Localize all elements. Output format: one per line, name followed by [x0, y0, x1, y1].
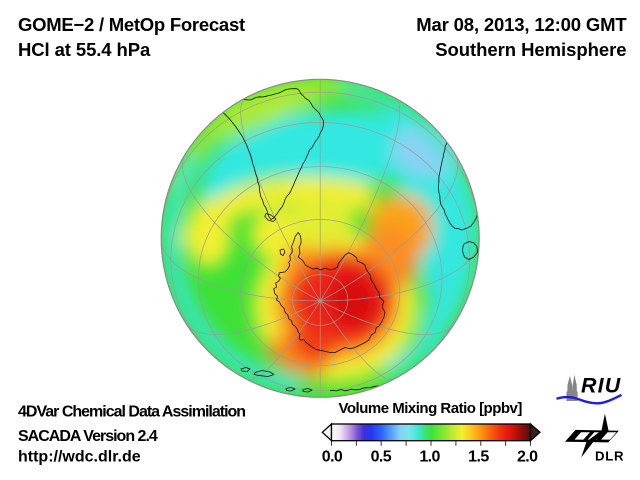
- svg-text:0.0: 0.0: [322, 449, 343, 466]
- svg-text:Mar 08, 2013, 12:00 GMT: Mar 08, 2013, 12:00 GMT: [416, 14, 627, 35]
- svg-text:Southern Hemisphere: Southern Hemisphere: [435, 39, 626, 60]
- svg-text:1.5: 1.5: [468, 449, 489, 466]
- svg-text:HCl at 55.4 hPa: HCl at 55.4 hPa: [18, 39, 151, 60]
- svg-text:SACADA Version 2.4: SACADA Version 2.4: [18, 428, 158, 445]
- svg-text:1.0: 1.0: [419, 449, 440, 466]
- svg-text:0.5: 0.5: [371, 449, 392, 466]
- svg-text:GOME−2 / MetOp Forecast: GOME−2 / MetOp Forecast: [18, 14, 245, 35]
- svg-text:2.0: 2.0: [517, 449, 538, 466]
- svg-text:4DVar Chemical Data Assimilati: 4DVar Chemical Data Assimilation: [18, 404, 245, 421]
- svg-text:RIU: RIU: [581, 373, 621, 397]
- svg-text:http://wdc.dlr.de: http://wdc.dlr.de: [18, 448, 141, 465]
- svg-text:DLR: DLR: [595, 449, 624, 464]
- svg-text:Volume Mixing Ratio [ppbv]: Volume Mixing Ratio [ppbv]: [339, 400, 523, 417]
